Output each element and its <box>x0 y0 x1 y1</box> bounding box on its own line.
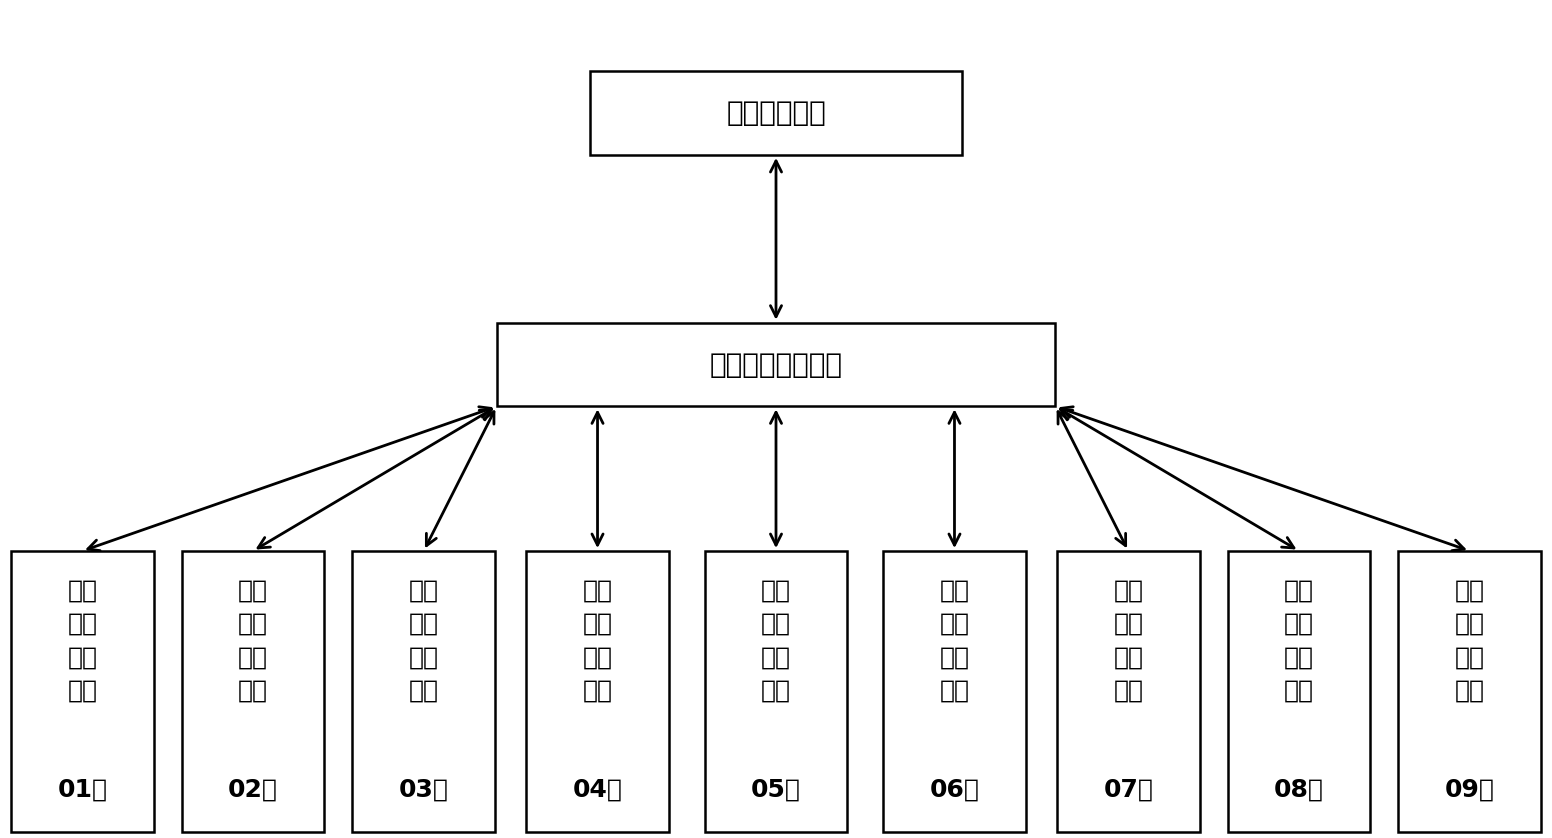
Text: 桥臂
分段
控制
单元: 桥臂 分段 控制 单元 <box>760 578 792 703</box>
Text: 桥臂
分段
控制
单元: 桥臂 分段 控制 单元 <box>408 578 439 703</box>
Text: 桥臂汇总控制单元: 桥臂汇总控制单元 <box>709 350 843 379</box>
Bar <box>11 551 154 831</box>
Bar <box>352 551 495 831</box>
Text: 桥臂
分段
控制
单元: 桥臂 分段 控制 单元 <box>939 578 970 703</box>
Text: 桥臂
分段
控制
单元: 桥臂 分段 控制 单元 <box>1454 578 1485 703</box>
Text: 03号: 03号 <box>399 778 449 802</box>
Text: 桥臂
分段
控制
单元: 桥臂 分段 控制 单元 <box>1113 578 1144 703</box>
Text: 07号: 07号 <box>1103 778 1153 802</box>
Text: 04号: 04号 <box>573 778 622 802</box>
Text: 环流控制单元: 环流控制单元 <box>726 99 826 127</box>
Text: 06号: 06号 <box>930 778 979 802</box>
Bar <box>182 551 324 831</box>
Text: 02号: 02号 <box>228 778 278 802</box>
Text: 05号: 05号 <box>751 778 801 802</box>
Text: 08号: 08号 <box>1274 778 1324 802</box>
Bar <box>1057 551 1200 831</box>
Text: 09号: 09号 <box>1445 778 1495 802</box>
Bar <box>883 551 1026 831</box>
Bar <box>497 323 1055 406</box>
Bar <box>705 551 847 831</box>
Text: 桥臂
分段
控制
单元: 桥臂 分段 控制 单元 <box>67 578 98 703</box>
Text: 桥臂
分段
控制
单元: 桥臂 分段 控制 单元 <box>1284 578 1315 703</box>
Text: 桥臂
分段
控制
单元: 桥臂 分段 控制 单元 <box>237 578 268 703</box>
Bar <box>590 71 962 155</box>
Bar <box>1398 551 1541 831</box>
Bar <box>1228 551 1370 831</box>
Text: 桥臂
分段
控制
单元: 桥臂 分段 控制 单元 <box>582 578 613 703</box>
Text: 01号: 01号 <box>57 778 107 802</box>
Bar <box>526 551 669 831</box>
